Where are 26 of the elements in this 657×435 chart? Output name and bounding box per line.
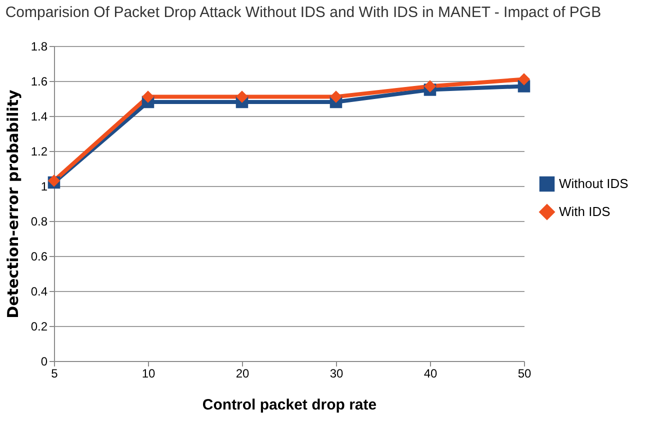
y-tick-label: 1 xyxy=(40,180,48,194)
x-tick-label: 5 xyxy=(51,366,58,380)
point xyxy=(424,80,436,92)
y-tick-label: 1.8 xyxy=(30,40,48,54)
point xyxy=(330,90,342,103)
x-axis-title: Control packet drop rate xyxy=(202,396,377,414)
point xyxy=(518,73,530,86)
x-tick-label: 50 xyxy=(518,366,532,380)
chart-title: Comparision Of Packet Drop Attack Without IDS and With IDS in MANET - Impact of PGB xyxy=(5,4,602,21)
x-tick-label: 30 xyxy=(330,366,344,380)
x-tick-label: 40 xyxy=(424,366,438,380)
x-tick-label: 10 xyxy=(142,366,156,380)
legend-label: With IDS xyxy=(559,204,611,219)
x-tick-label: 20 xyxy=(236,366,250,380)
y-tick-label: 1.4 xyxy=(30,110,48,124)
point xyxy=(142,90,154,103)
y-tick-label: 1.6 xyxy=(30,74,48,88)
y-tick-label: 0.8 xyxy=(30,214,48,228)
y-tick-label: 0.2 xyxy=(30,320,48,334)
legend-label: Without IDS xyxy=(559,176,629,191)
y-axis-title: Detection-error probability xyxy=(4,89,22,318)
y-tick-label: 0 xyxy=(40,354,48,368)
y-tick-label: 0.6 xyxy=(30,250,48,264)
point xyxy=(236,90,248,103)
y-tick-label: 1.2 xyxy=(30,144,48,158)
y-tick-label: 0.4 xyxy=(30,284,48,298)
